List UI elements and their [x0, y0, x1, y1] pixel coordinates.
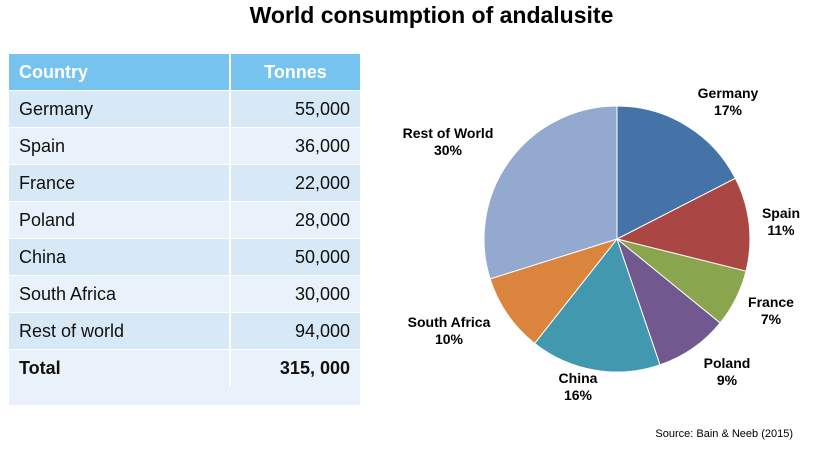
total-value-cell: 315, 000	[230, 349, 360, 386]
country-cell: France	[9, 164, 231, 202]
slice-label: Rest of World	[403, 125, 494, 141]
slice-label: Germany	[698, 85, 759, 101]
country-cell: Rest of world	[9, 312, 231, 350]
country-cell: Germany	[9, 90, 231, 128]
table-row: China 50,000	[9, 238, 360, 276]
slice-percent-label: 11%	[767, 222, 795, 238]
total-label-cell: Total	[9, 349, 231, 386]
pie-slice-china	[533, 237, 661, 373]
tonnes-cell: 94,000	[230, 312, 360, 350]
header-country: Country	[9, 54, 231, 91]
slice-percent-label: 9%	[717, 372, 738, 388]
slice-label: France	[748, 294, 794, 310]
table-total-row: Total 315, 000	[9, 349, 360, 386]
table-row: Poland 28,000	[9, 201, 360, 239]
slice-percent-label: 7%	[761, 311, 782, 327]
country-cell: South Africa	[9, 275, 231, 313]
table-header-row: Country Tonnes	[9, 54, 360, 91]
slice-percent-label: 17%	[714, 102, 743, 118]
header-tonnes: Tonnes	[230, 54, 360, 91]
data-table: Country Tonnes Germany 55,000 Spain 36,0…	[9, 54, 360, 386]
slice-label: China	[559, 370, 598, 386]
tonnes-cell: 28,000	[230, 201, 360, 239]
country-cell: Poland	[9, 201, 231, 239]
pie-slice-germany	[616, 105, 737, 240]
tonnes-cell: 22,000	[230, 164, 360, 202]
tonnes-cell: 50,000	[230, 238, 360, 276]
pie-slice-rest-of-world	[483, 105, 618, 280]
slice-label: South Africa	[408, 314, 491, 330]
slice-percent-label: 30%	[434, 142, 463, 158]
tonnes-cell: 36,000	[230, 127, 360, 165]
slice-percent-label: 10%	[435, 331, 464, 347]
country-cell: Spain	[9, 127, 231, 165]
table-row: France 22,000	[9, 164, 360, 202]
slice-label: Poland	[704, 355, 751, 371]
table-row: Rest of world 94,000	[9, 312, 360, 350]
slice-label: Spain	[762, 205, 800, 221]
chart-title: World consumption of andalusite	[249, 2, 614, 28]
tonnes-cell: 55,000	[230, 90, 360, 128]
source-note: Source: Bain & Neeb (2015)	[655, 428, 793, 440]
slice-percent-label: 16%	[564, 387, 593, 403]
table-row: Germany 55,000	[9, 90, 360, 128]
pie-slice-spain	[615, 177, 751, 272]
table-row: South Africa 30,000	[9, 275, 360, 313]
country-cell: China	[9, 238, 231, 276]
consumption-table: Country Tonnes Germany 55,000 Spain 36,0…	[9, 54, 360, 405]
pie-slice-south-africa	[489, 238, 619, 345]
table-row: Spain 36,000	[9, 127, 360, 165]
tonnes-cell: 30,000	[230, 275, 360, 313]
